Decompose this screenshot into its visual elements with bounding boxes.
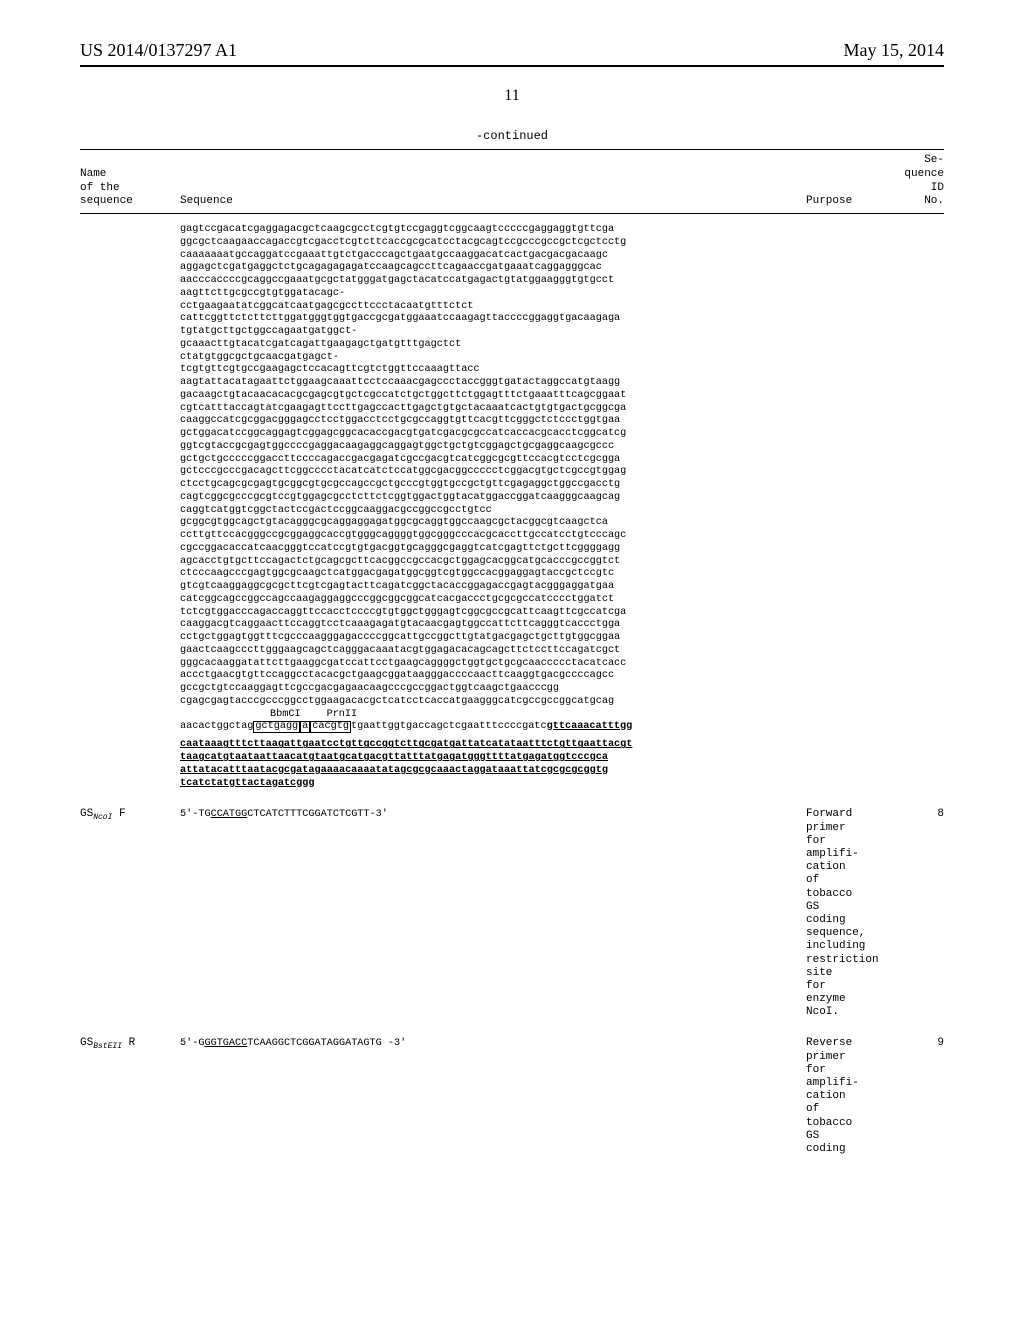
- boxed-seq: gctgagg: [253, 721, 300, 734]
- restriction-labels: BbmCI PrnII: [180, 709, 806, 721]
- label-bbmci: BbmCI: [270, 709, 301, 721]
- sequence-line: caaggccatcgcggacgggagcctcctggacctcctgcgc…: [180, 415, 806, 428]
- continued-label: -continued: [80, 129, 944, 143]
- sequence-line: gggcacaaggatattcttgaaggcgatccattcctgaagc…: [180, 658, 806, 671]
- page-header: US 2014/0137297 A1 May 15, 2014: [80, 40, 944, 61]
- sequence-line: gaactcaagcccttgggaagcagctcagggacaaatacgt…: [180, 645, 806, 658]
- page-number: 11: [80, 87, 944, 105]
- sequence-line: gcaaacttgtacatcgatcagattgaagagctgatgtttg…: [180, 339, 806, 352]
- table-row: GSNcoI F 5'-TGCCATGGCTCATCTTTCGGATCTCGTT…: [80, 790, 944, 1019]
- sequence-line: ccttgttccacgggccgcggaggcaccgtgggcaggggtg…: [180, 530, 806, 543]
- sequence-line: gctgctgcccccggaccttccccagaccgacgagatcgcc…: [180, 454, 806, 467]
- sequence-line-underlined: taagcatgtaataattaacatgtaatgcatgacgttattt…: [180, 752, 806, 765]
- cell-id: 9: [904, 1037, 944, 1050]
- sequence-line: ctatgtggcgctgcaacgatgagct-: [180, 352, 806, 365]
- sequence-line: gtcgtcaaggaggcgcgcttcgtcgagtacttcagatcgg…: [180, 581, 806, 594]
- sequence-line: gctggacatccggcaggagtcggagcggcacaccgacgtg…: [180, 428, 806, 441]
- sequence-line: cagtcggcgcccgcgtccgtggagcgcctcttctcggtgg…: [180, 492, 806, 505]
- boxed-seq: cacgtg: [310, 721, 351, 734]
- table-head: Name of the sequence Sequence Purpose Se…: [80, 150, 944, 213]
- th-name: Name of the sequence: [80, 168, 180, 209]
- cell-purpose: Reverse primer for amplifi- cation of to…: [806, 1037, 904, 1156]
- sequence-line: aacccaccccgcaggccgaaatgcgctatgggatgagcta…: [180, 275, 806, 288]
- th-sequence: Sequence: [180, 195, 806, 209]
- sequence-line: gagtccgacatcgaggagacgctcaagcgcctcgtgtccg…: [180, 224, 806, 237]
- sequence-line: cattcggttctcttcttggatgggtggtgaccgcgatgga…: [180, 313, 806, 326]
- page: US 2014/0137297 A1 May 15, 2014 11 -cont…: [0, 0, 1024, 1320]
- sequence-line: cctgaagaatatcggcatcaatgagcgccttccctacaat…: [180, 301, 806, 314]
- sequence-line-underlined: attatacatttaatacgcgatagaaaacaaaatatagcgc…: [180, 765, 806, 778]
- cell-purpose: Forward primer for amplifi- cation of to…: [806, 808, 904, 1019]
- sequence-line: gccgctgtccaaggagttcgccgacgagaacaagcccgcc…: [180, 683, 806, 696]
- sequence-line: tcgtgttcgtgccgaagagctccacagttcgtctggttcc…: [180, 364, 806, 377]
- primer-sequence: 5'-GGGTGACCTCAAGGCTCGGATAGGATAGTG -3': [180, 1038, 406, 1049]
- cell-sequence: 5'-TGCCATGGCTCATCTTTCGGATCTCGTT-3': [180, 808, 806, 822]
- sequence-line: accctgaacgtgttccaggcctacacgctgaagcggataa…: [180, 670, 806, 683]
- sequence-line: aggagctcgatgaggctctgcagagagagatccaagcagc…: [180, 262, 806, 275]
- boxed-seq: a: [300, 721, 310, 734]
- sequence-line: ggcgctcaagaaccagaccgtcgacctcgtcttcaccgcg…: [180, 237, 806, 250]
- sequence-line: aagttcttgcgccgtgtggatacagc-: [180, 288, 806, 301]
- sequence-line: catcggcagccggccagccaagaggaggcccggcggcggc…: [180, 594, 806, 607]
- publication-date: May 15, 2014: [844, 40, 945, 61]
- sequence-line: gctcccgcccgacagcttcggcccctacatcatctccatg…: [180, 466, 806, 479]
- restriction-line: aacactggctaggctgaggacacgtgtgaattggtgacca…: [180, 721, 806, 734]
- header-rule: [80, 65, 944, 67]
- table-row: gagtccgacatcgaggagacgctcaagcgcctcgtgtccg…: [80, 214, 944, 790]
- sequence-line: agcacctgtgcttccagactctgcagcgcttcacggccgc…: [180, 556, 806, 569]
- sequence-line: cgtcatttaccagtatcgaagagttccttgagccacttga…: [180, 403, 806, 416]
- seq-text: aacactggctag: [180, 721, 253, 732]
- th-seq-id: Se- quence ID No.: [904, 154, 944, 209]
- table-row: GSBstEII R 5'-GGGTGACCTCAAGGCTCGGATAGGAT…: [80, 1019, 944, 1156]
- seq-text: tgaattggtgaccagctcgaatttccccgatc: [351, 721, 547, 732]
- sequence-line: gacaagctgtacaacacacgcgagcgtgctcgccatctgc…: [180, 390, 806, 403]
- sequence-line: ggtcgtaccgcgagtggccccgaggacaagaggcaggagt…: [180, 441, 806, 454]
- sequence-line: cgccggacaccatcaacgggtccatccgtgtgacggtgca…: [180, 543, 806, 556]
- sequence-line: tgtatgcttgctggccagaatgatggct-: [180, 326, 806, 339]
- sequence-line: cgagcgagtacccgcccggcctggaagacacgctcatcct…: [180, 696, 806, 709]
- publication-number: US 2014/0137297 A1: [80, 40, 237, 61]
- cell-id: 8: [904, 808, 944, 821]
- cell-sequence: 5'-GGGTGACCTCAAGGCTCGGATAGGATAGTG -3': [180, 1037, 806, 1051]
- cell-sequence: gagtccgacatcgaggagacgctcaagcgcctcgtgtccg…: [180, 224, 806, 790]
- sequence-line-underlined: tcatctatgttactagatcggg: [180, 778, 806, 791]
- sequence-line: caggtcatggtcggctactccgactccggcaaggacgccg…: [180, 505, 806, 518]
- label-prnii: PrnII: [327, 709, 358, 721]
- seq-text-underlined: gttcaaacatttgg: [547, 721, 633, 732]
- sequence-line: ctcctgcagcgcgagtgcggcgtgcgccagccgctgcccg…: [180, 479, 806, 492]
- underlined-sequence-block: caataaagtttcttaagattgaatcctgttgccggtcttg…: [180, 739, 806, 790]
- cell-name: GSBstEII R: [80, 1037, 180, 1052]
- sequence-line: caaggacgtcaggaacttccaggtcctcaaagagatgtac…: [180, 619, 806, 632]
- sequence-line: ctcccaagcccgagtggcgcaagctcatggacgagatggc…: [180, 568, 806, 581]
- th-purpose: Purpose: [806, 195, 904, 209]
- primer-sequence: 5'-TGCCATGGCTCATCTTTCGGATCTCGTT-3': [180, 809, 388, 820]
- sequence-line: tctcgtggacccagaccaggttccacctccccgtgtggct…: [180, 607, 806, 620]
- sequence-line-underlined: caataaagtttcttaagattgaatcctgttgccggtcttg…: [180, 739, 806, 752]
- cell-name: GSNcoI F: [80, 808, 180, 823]
- sequence-line: gcggcgtggcagctgtacagggcgcaggaggagatggcgc…: [180, 517, 806, 530]
- sequence-line: aagtattacatagaattctggaagcaaattcctccaaacg…: [180, 377, 806, 390]
- sequence-line: caaaaaaatgccaggatccgaaattgtctgacccagctga…: [180, 250, 806, 263]
- sequence-line: cctgctggagtggtttcgcccaagggagaccccggcattg…: [180, 632, 806, 645]
- sequence-block: gagtccgacatcgaggagacgctcaagcgcctcgtgtccg…: [180, 224, 806, 709]
